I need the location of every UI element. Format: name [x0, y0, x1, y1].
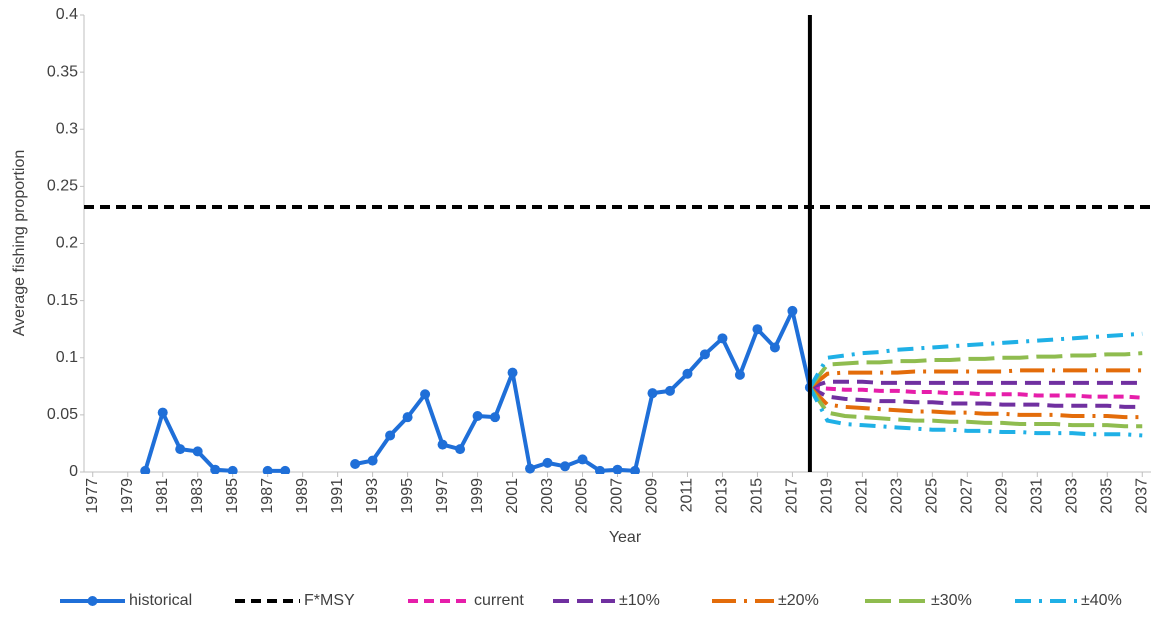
legend-label: ±20%	[778, 592, 819, 609]
x-tick-label: 1989	[294, 478, 311, 514]
point	[402, 412, 413, 423]
x-tick-label: 1983	[189, 478, 206, 514]
y-tick-label: 0.15	[47, 292, 78, 309]
x-tick-label: 2029	[994, 478, 1011, 514]
x-tick-label: 1987	[259, 478, 276, 514]
point	[175, 444, 186, 455]
point	[699, 349, 710, 360]
projection-line	[808, 386, 1143, 420]
y-tick-label: 0.4	[56, 6, 78, 23]
projection-line	[808, 331, 1143, 389]
x-tick-label: 2021	[854, 478, 871, 514]
x-tick-label: 2001	[504, 478, 521, 514]
point	[612, 464, 623, 474]
legend-label: current	[474, 592, 524, 609]
point	[507, 367, 518, 378]
x-tick-label: 2033	[1064, 478, 1081, 514]
x-tick-label: 1997	[434, 478, 451, 514]
projection-line	[808, 351, 1143, 389]
point	[629, 465, 640, 474]
legend-label: F*MSY	[304, 592, 355, 609]
x-tick-label: 2013	[714, 478, 731, 514]
point	[717, 333, 728, 344]
point	[472, 411, 483, 422]
legend-marker	[87, 596, 98, 606]
y-tick-label: 0.3	[56, 120, 78, 137]
point	[682, 368, 693, 379]
point	[227, 465, 238, 474]
y-tick-label: 0.1	[56, 349, 78, 366]
point	[752, 324, 763, 335]
projection-line	[809, 379, 1143, 390]
x-tick-label: 2009	[644, 478, 661, 514]
x-axis-label: Year	[609, 529, 642, 546]
legend-label: ±40%	[1081, 592, 1122, 609]
point	[734, 369, 745, 380]
x-tick-label: 1979	[119, 478, 136, 514]
point	[192, 446, 203, 457]
point	[595, 465, 606, 474]
projection-line	[808, 385, 1143, 409]
x-tick-label: 1995	[399, 478, 416, 514]
x-tick-label: 1999	[469, 478, 486, 514]
projection-line	[808, 386, 1143, 429]
x-tick-label: 1977	[84, 478, 101, 514]
point	[262, 465, 273, 474]
point	[385, 430, 396, 441]
point	[437, 439, 448, 450]
point	[420, 389, 431, 400]
x-tick-label: 2027	[959, 478, 976, 514]
x-tick-label: 2003	[539, 478, 556, 514]
x-tick-label: 2019	[819, 478, 836, 514]
projection-line	[809, 385, 1143, 400]
y-tick-label: 0.25	[47, 178, 78, 195]
x-tick-label: 2017	[784, 478, 801, 514]
legend-label: ±10%	[619, 592, 660, 609]
point	[490, 412, 501, 423]
y-tick-label: 0.05	[47, 406, 78, 423]
y-axis-label: Average fishing proportion	[11, 150, 28, 337]
x-tick-label: 2005	[574, 478, 591, 514]
point	[787, 305, 798, 316]
x-tick-label: 2007	[609, 478, 626, 514]
x-tick-label: 2035	[1098, 478, 1115, 514]
point	[280, 465, 291, 474]
point	[455, 444, 466, 455]
x-tick-label: 1981	[154, 478, 171, 514]
legend-label: historical	[129, 592, 192, 609]
y-tick-label: 0	[69, 463, 78, 480]
point	[350, 459, 361, 470]
point	[769, 342, 780, 353]
point	[367, 455, 378, 466]
point	[140, 465, 151, 474]
x-tick-label: 2015	[749, 478, 766, 514]
x-tick-label: 2037	[1133, 478, 1150, 514]
x-tick-label: 2031	[1029, 478, 1046, 514]
x-tick-label: 2023	[889, 478, 906, 514]
x-tick-label: 2011	[679, 478, 696, 513]
legend-label: ±30%	[931, 592, 972, 609]
x-tick-label: 1991	[329, 478, 346, 514]
x-tick-label: 2025	[924, 478, 941, 514]
point	[647, 388, 658, 399]
series-line	[143, 308, 812, 473]
y-tick-label: 0.2	[56, 235, 78, 252]
point	[157, 407, 168, 418]
point	[577, 454, 588, 465]
x-tick-label: 1985	[224, 478, 241, 514]
projection-line	[808, 368, 1143, 390]
y-tick-label: 0.35	[47, 63, 78, 80]
point	[664, 385, 675, 396]
point	[560, 461, 571, 472]
point	[525, 463, 536, 474]
point	[210, 464, 221, 474]
projection-line	[808, 386, 1143, 438]
point	[542, 457, 553, 468]
x-tick-label: 1993	[364, 478, 381, 514]
plot-area	[84, 204, 1151, 474]
